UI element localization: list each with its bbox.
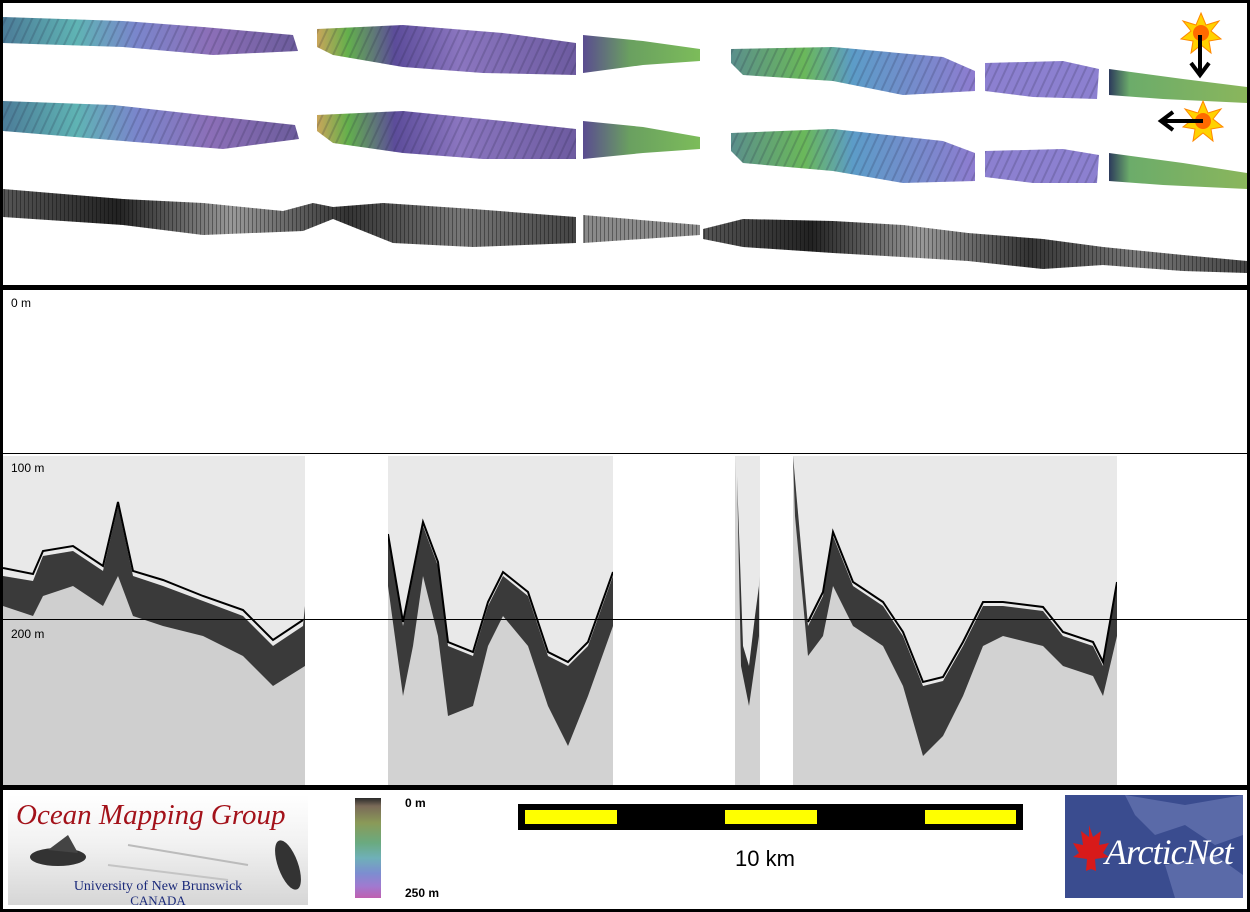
arcticnet-logo: ArcticNet <box>1065 795 1243 898</box>
arcticnet-text: ArcticNet <box>1105 832 1234 872</box>
depth-label-200: 200 m <box>11 627 45 641</box>
scale-bar <box>518 804 1023 830</box>
scale-bar-segment <box>725 810 817 824</box>
echogram-panel: 0 m 100 m 200 m <box>3 290 1247 785</box>
scale-bar-segment <box>925 810 1016 824</box>
depth-label-0: 0 m <box>11 296 32 310</box>
echogram-segment <box>388 456 613 785</box>
colorbar-top-label: 0 m <box>405 796 426 810</box>
echogram-segment <box>3 456 305 785</box>
colorbar-bottom-label: 250 m <box>405 886 440 900</box>
depth-colorbar <box>355 798 381 898</box>
swath-panel <box>3 3 1247 285</box>
depth-gridline-200 <box>3 619 1247 620</box>
footer-panel: Ocean Mapping Group University of New Br… <box>3 790 1247 909</box>
swath-row-1 <box>3 17 1247 103</box>
arcticnet-map-background <box>1073 795 1243 898</box>
omg-seafloor-image <box>30 835 301 890</box>
swath-row-3-backscatter <box>3 189 1247 273</box>
scale-bar-label: 10 km <box>735 846 795 871</box>
arrow-down-icon <box>1189 35 1211 79</box>
echogram-segment <box>735 456 760 785</box>
omg-university: University of New Brunswick <box>73 879 243 894</box>
swath-row-2 <box>3 101 1247 189</box>
depth-label-100: 100 m <box>11 461 45 475</box>
maple-leaf-icon <box>1073 825 1109 871</box>
arrow-left-icon <box>1157 110 1203 132</box>
omg-country: CANADA <box>130 893 186 908</box>
ocean-mapping-group-logo: Ocean Mapping Group University of New Br… <box>8 795 308 908</box>
echogram-segment <box>793 456 1117 785</box>
scale-bar-segment <box>525 810 617 824</box>
swath-strips <box>3 11 1247 273</box>
depth-gridline-100 <box>3 453 1247 454</box>
omg-title: Ocean Mapping Group <box>16 799 286 831</box>
